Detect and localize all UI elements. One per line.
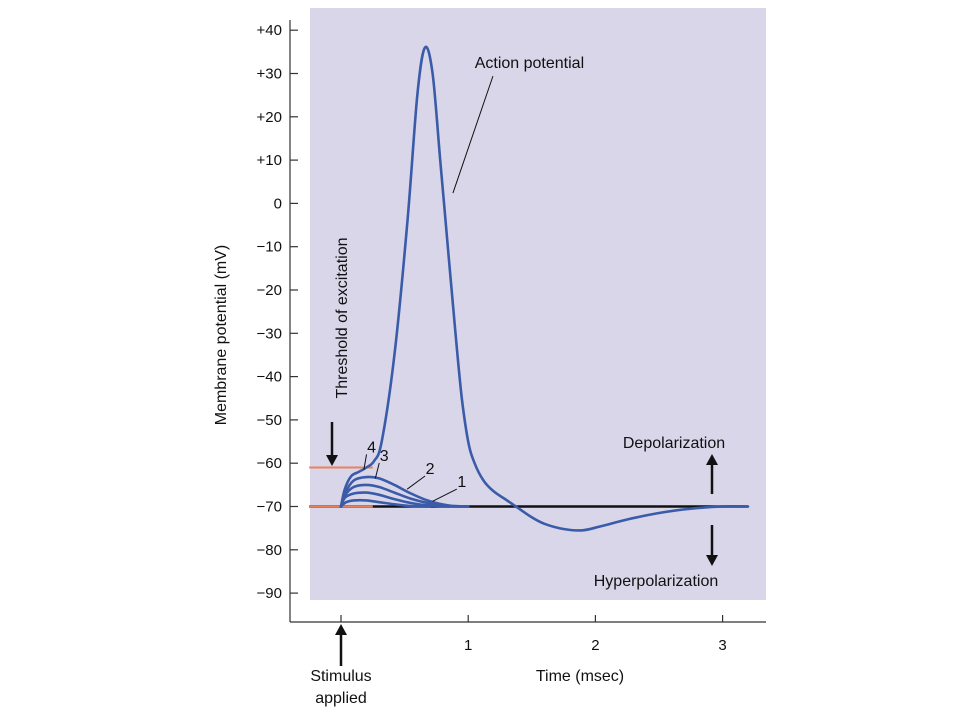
threshold-label: Threshold of excitation [334,238,351,399]
x-tick-label: 2 [591,637,599,654]
y-tick-label: −70 [257,499,282,516]
curve-number-label: 2 [426,461,435,478]
y-tick-label: −30 [257,325,282,342]
hyperpolarization-label: Hyperpolarization [594,573,719,590]
stimulus-label-line1: Stimulus [310,668,371,685]
x-axis-title: Time (msec) [536,668,624,685]
y-tick-label: −80 [257,542,282,559]
y-tick-label: 0 [274,195,282,212]
curve-number-leader [406,475,426,490]
curve-number-leader [363,454,368,470]
y-tick-label: +40 [257,22,282,39]
y-tick-label: −10 [257,239,282,256]
y-tick-label: −90 [257,585,282,602]
y-tick-label: +30 [257,66,282,83]
action-potential-curve [339,45,750,532]
curve-number-label: 3 [380,448,389,465]
hyperpolarization-arrow-head [706,555,718,566]
y-tick-label: −50 [257,412,282,429]
y-tick-label: +10 [257,152,282,169]
curve-number-leader [432,488,458,502]
x-tick-label: 3 [718,637,726,654]
stimulus-arrow-head [335,624,347,635]
curve-number-leader [374,462,380,479]
stimulus-label-line2: applied [315,690,367,707]
curve-number-label: 1 [457,474,466,491]
y-tick-label: −20 [257,282,282,299]
y-tick-label: −60 [257,455,282,472]
y-tick-label: −40 [257,369,282,386]
curve-number-label: 4 [367,439,376,456]
subthreshold-curve-2 [339,491,451,508]
threshold-arrow-head [326,455,338,466]
depolarization-arrow-head [706,454,718,465]
y-axis-title: Membrane potential (mV) [213,245,230,426]
y-tick-label: +20 [257,109,282,126]
action-potential-label: Action potential [475,55,584,72]
x-tick-label: 1 [464,637,472,654]
depolarization-label: Depolarization [623,435,725,452]
plot-background [310,8,766,600]
subthreshold-curve-1 [339,498,432,508]
action-potential-leader [452,75,494,194]
